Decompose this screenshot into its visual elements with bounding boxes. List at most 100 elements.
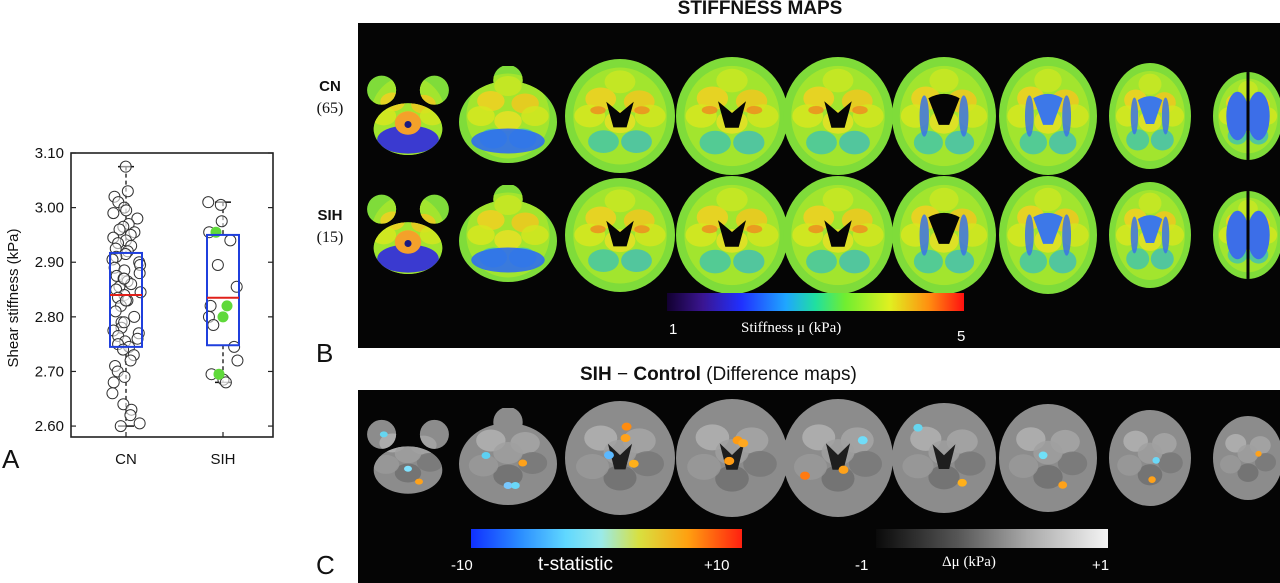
highlight-point — [213, 368, 225, 380]
t-statistic-colorbar — [471, 529, 742, 548]
brain-slice — [676, 57, 788, 175]
brain-slice — [1213, 416, 1280, 500]
data-point — [124, 409, 137, 422]
data-point — [202, 196, 215, 209]
data-point — [228, 340, 241, 353]
activation-blob — [604, 451, 614, 460]
data-point — [107, 207, 120, 220]
data-point — [119, 160, 132, 173]
y-tick-label: 2.60 — [35, 418, 64, 435]
data-point — [106, 387, 119, 400]
brain-slice — [783, 176, 893, 294]
highlight-point — [221, 300, 233, 312]
brain-slice — [999, 404, 1097, 512]
stiffness-maps-title: STIFFNESS MAPS — [677, 0, 843, 19]
title-minus: − — [611, 364, 634, 385]
activation-blob — [1152, 457, 1160, 464]
brain-slice — [783, 399, 893, 517]
y-tick-label: 2.90 — [35, 254, 64, 271]
delta-colorbar-label: Δμ (kPa) — [942, 554, 996, 570]
data-point — [119, 294, 132, 307]
y-tick-label: 3.10 — [35, 145, 64, 162]
activation-blob — [800, 471, 810, 480]
brain-slice — [1109, 182, 1191, 288]
data-point — [113, 223, 126, 236]
x-tick-label: SIH — [210, 451, 235, 468]
title-rest: (Difference maps) — [700, 364, 857, 385]
data-point — [120, 204, 133, 217]
stiffness-brain-slices — [367, 57, 1280, 294]
t-colorbar-max: +10 — [704, 557, 730, 574]
activation-blob — [379, 431, 388, 438]
x-tick-label: CN — [115, 451, 137, 468]
brain-slice — [892, 403, 996, 513]
data-point — [118, 272, 131, 285]
brain-slice — [1213, 72, 1280, 160]
data-point — [219, 376, 232, 389]
activation-blob — [857, 436, 868, 445]
data-point — [131, 212, 144, 225]
brain-slice — [892, 57, 996, 175]
activation-blob — [620, 434, 631, 443]
data-point — [124, 354, 137, 367]
data-point — [114, 420, 127, 433]
data-point — [224, 234, 237, 247]
brain-slice — [565, 178, 675, 292]
panel-b-letter: B — [316, 338, 334, 368]
data-point — [133, 417, 146, 430]
panel-a-letter: A — [2, 444, 20, 474]
brain-slice — [1109, 410, 1191, 506]
data-point — [214, 198, 227, 211]
delta-mu-colorbar — [876, 529, 1108, 548]
activation-blob — [621, 422, 632, 431]
highlight-point — [210, 226, 222, 238]
brain-slice — [783, 57, 893, 175]
brain-slice — [565, 59, 675, 173]
difference-maps-panel: -10 t-statistic +10 -1 Δμ (kPa) +1 — [358, 390, 1280, 583]
activation-blob — [1148, 476, 1156, 483]
stiffness-colorbar — [667, 293, 964, 311]
y-tick-label: 3.00 — [35, 200, 64, 217]
data-point — [118, 370, 131, 383]
box — [206, 233, 240, 347]
activation-blob — [503, 482, 513, 489]
brain-slice — [676, 399, 788, 517]
plot-frame — [70, 152, 274, 438]
brain-slice — [459, 408, 557, 505]
box — [109, 251, 143, 348]
box-plot-chart: 2.60 2.70 2.80 2.90 3.00 3.10 Shear stiffness … — [5, 145, 274, 468]
activation-blob — [957, 478, 967, 487]
y-tick-label: 2.70 — [35, 363, 64, 380]
activation-blob — [738, 439, 749, 448]
data-point — [231, 354, 244, 367]
data-point — [131, 332, 144, 345]
row-label-cn-group: CN — [319, 78, 341, 95]
data-point — [133, 267, 146, 280]
activation-blob — [838, 465, 849, 474]
activation-blob — [1255, 450, 1262, 457]
brain-slice — [892, 176, 996, 294]
brain-slice — [459, 66, 557, 163]
activation-blob — [1058, 481, 1068, 489]
y-tick-label: 2.80 — [35, 309, 64, 326]
data-point — [117, 343, 130, 356]
brain-slice — [367, 194, 449, 275]
activation-blob — [415, 478, 423, 485]
data-point — [118, 316, 131, 329]
activation-blob — [1038, 451, 1048, 460]
activation-blob — [518, 459, 528, 467]
highlight-point — [217, 311, 229, 323]
activation-blob — [404, 465, 412, 472]
data-point — [134, 286, 147, 299]
brain-slice — [459, 185, 557, 282]
stiffness-maps-panel: 1 Stiffness μ (kPa) 5 — [358, 23, 1280, 348]
data-point — [121, 185, 134, 198]
title-control: Control — [633, 364, 701, 385]
brain-slice — [367, 75, 449, 156]
data-point — [128, 310, 141, 323]
stiffness-colorbar-min: 1 — [669, 321, 678, 338]
row-label-cn-count: (65) — [316, 100, 344, 117]
activation-blob — [724, 456, 735, 466]
activation-blob — [510, 482, 520, 489]
delta-colorbar-min: -1 — [855, 557, 869, 574]
